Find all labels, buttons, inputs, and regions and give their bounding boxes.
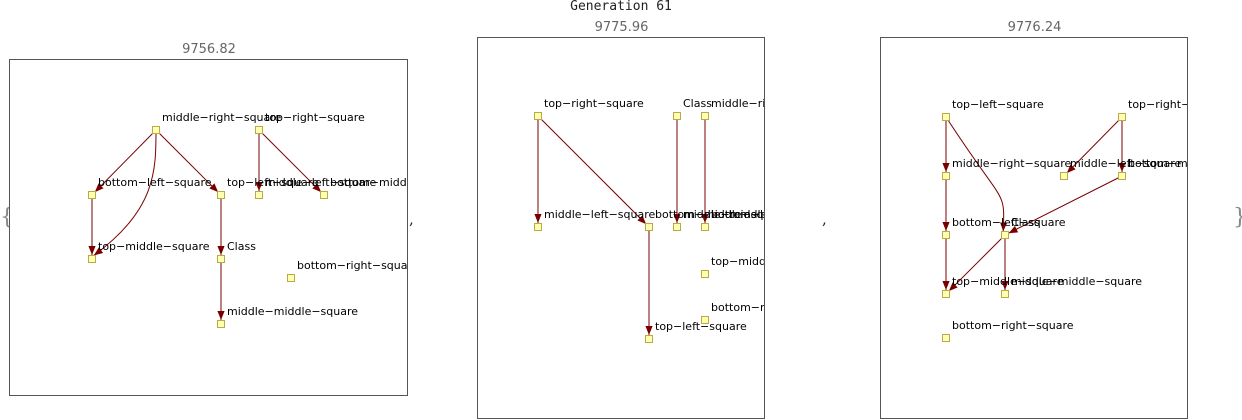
edge-trs-to-bms	[537, 115, 647, 225]
graph-node	[1060, 172, 1068, 180]
graph-canvas-3: top−left−square top−right−square middle−ri…	[942, 98, 1187, 342]
node-label: bottom−middle−square	[1128, 157, 1187, 170]
edge-bms-to-cls	[1008, 175, 1123, 234]
graph-node	[673, 223, 681, 231]
graph-node	[217, 255, 225, 263]
edge-tls-to-cls	[945, 116, 1008, 232]
node-label: middle−middle−square	[227, 305, 358, 318]
node-label: top−right−square	[265, 111, 365, 124]
graph-node	[701, 112, 709, 120]
graph-node	[534, 112, 542, 120]
graph-node	[320, 191, 328, 199]
graph-node	[217, 191, 225, 199]
graph-node	[942, 113, 950, 121]
graph-node	[942, 172, 950, 180]
generation-title: Generation 61	[570, 0, 672, 14]
graph-panel-2: top−right−square Classmiddle−right−square…	[477, 37, 765, 419]
graph-panel-3: top−left−square top−right−square middle−ri…	[880, 37, 1188, 419]
node-label: bottom−left−square	[952, 216, 1066, 229]
node-label: top−left−square	[655, 320, 747, 333]
graph-node	[942, 334, 950, 342]
graph-node	[534, 223, 542, 231]
graph-node	[287, 274, 295, 282]
graph-node	[645, 223, 653, 231]
graph-node	[942, 290, 950, 298]
edge-trs-to-mls	[1066, 116, 1123, 174]
node-label: middle−right−square	[162, 111, 282, 124]
graph-panel-1: middle−right−square top−right−square botto…	[9, 59, 408, 396]
node-label: top−right−square	[544, 97, 644, 110]
graph-node	[255, 126, 263, 134]
graph-node	[152, 126, 160, 134]
edge-mrs-to-tms	[93, 129, 157, 256]
edge-trs-to-bms	[258, 129, 322, 193]
edge-cls-to-tms	[948, 234, 1006, 292]
node-label: top−left−square	[952, 98, 1044, 111]
node-label: top−middle−square	[98, 240, 210, 253]
graph-node	[255, 191, 263, 199]
node-label: bottom−right−square	[711, 301, 764, 314]
close-brace: }	[1233, 205, 1242, 230]
graph-node	[1118, 172, 1126, 180]
panel-2-score: 9775.96	[594, 20, 649, 35]
panel-3-score: 9776.24	[1007, 20, 1062, 35]
graph-node	[1001, 231, 1009, 239]
node-label: bottom−middle−square	[330, 176, 407, 189]
node-label: bottom−right−square	[952, 319, 1074, 332]
panel-1-score: 9756.82	[182, 42, 236, 57]
edge-mrs-to-bls	[94, 129, 157, 193]
graph-node	[1001, 290, 1009, 298]
graph-canvas-2: top−right−square Classmiddle−right−square…	[534, 97, 764, 343]
node-label: top−left−square	[227, 176, 319, 189]
node-label: bottom−left−square	[711, 208, 764, 221]
node-label: middle−left−square	[544, 208, 656, 221]
graph-node	[88, 191, 96, 199]
graph-node	[1118, 113, 1126, 121]
node-label: middle−middle−square	[1011, 275, 1142, 288]
separator-comma-1: ,	[409, 210, 414, 228]
node-label: middle−middle−square	[683, 208, 764, 221]
node-label: Class	[683, 97, 712, 110]
edge-mrs-to-tls	[155, 129, 219, 193]
node-label: middle−right−square	[711, 97, 764, 110]
graph-node	[673, 112, 681, 120]
separator-comma-2: ,	[822, 210, 827, 228]
node-label: Class	[1011, 216, 1040, 229]
graph-node	[645, 335, 653, 343]
node-label: top−right−square	[1128, 98, 1187, 111]
graph-node	[701, 223, 709, 231]
node-label: middle−left−square	[1070, 157, 1182, 170]
graph-node	[942, 231, 950, 239]
graph-node	[88, 255, 96, 263]
node-label: top−middle−square	[711, 255, 764, 268]
node-label: middle−left−square	[265, 176, 377, 189]
node-label: middle−right−square	[952, 157, 1072, 170]
node-label: bottom−middle−square	[655, 208, 764, 221]
graph-node	[701, 316, 709, 324]
node-label: top−middle−square	[952, 275, 1064, 288]
graph-node	[217, 320, 225, 328]
graph-node	[701, 270, 709, 278]
node-label: Class	[227, 240, 256, 253]
node-label: bottom−left−square	[98, 176, 212, 189]
node-label: bottom−right−square	[297, 259, 407, 272]
